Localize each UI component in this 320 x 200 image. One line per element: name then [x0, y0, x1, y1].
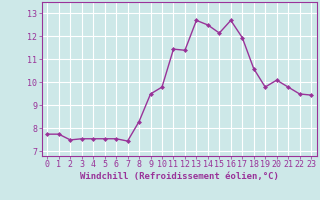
- X-axis label: Windchill (Refroidissement éolien,°C): Windchill (Refroidissement éolien,°C): [80, 172, 279, 181]
